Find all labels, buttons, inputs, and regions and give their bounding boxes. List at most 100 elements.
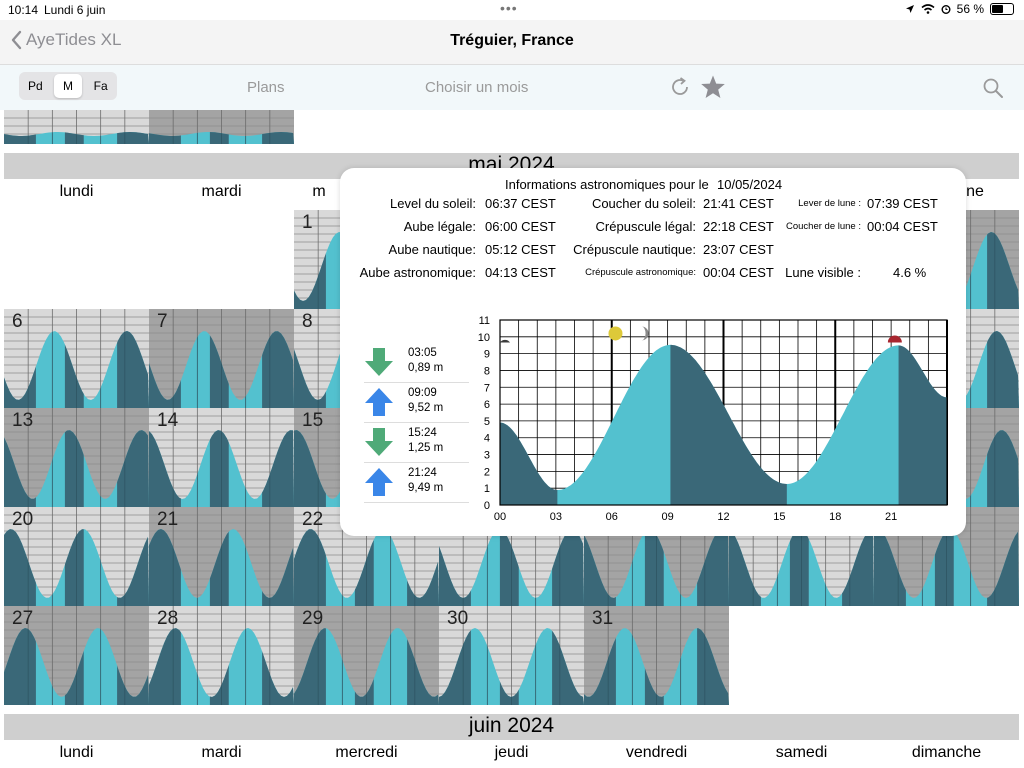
calendar-day-cell[interactable]: 27 [4,606,149,705]
weekday-lundi: lundi [59,183,94,200]
calendar-day-cell[interactable]: 14 [149,408,294,507]
y-tick-label: 4 [484,433,490,445]
calendar-day-cell[interactable] [4,110,149,144]
tide-thumbnail [584,606,729,705]
day-number: 21 [157,509,179,530]
calendar-day-cell[interactable]: 6 [4,309,149,408]
segment-fa[interactable]: Fa [93,79,108,93]
segment-m[interactable]: M [53,74,83,98]
tide-height: 1,25 m [408,442,444,454]
astro-value: 06:37 CEST [485,196,556,211]
day-number: 31 [592,608,614,629]
y-tick-label: 0 [484,500,490,512]
astro-label: Coucher du soleil: [591,196,696,211]
astro-value: 07:39 CEST [867,196,938,211]
x-tick-label: 18 [829,511,841,522]
day-number: 30 [447,608,469,629]
astro-value: 00:04 CEST [703,265,774,280]
y-tick-label: 3 [484,450,490,462]
astro-value: 21:41 CEST [703,196,774,211]
status-time: 10:14 [8,3,39,17]
day-number: 1 [302,212,313,233]
day-number: 14 [157,410,179,431]
moon-crescent-icon [641,326,649,341]
star-icon[interactable] [700,74,726,100]
status-bar: 10:14 Lundi 6 juin ••• 56 % [0,0,1024,20]
weekday-mercredi: mercredi [335,744,398,761]
tide-thumbnail [149,110,294,144]
weekday-dimanche: ne [966,183,984,200]
astro-label: Aube astronomique: [359,265,476,280]
astro-value: 00:04 CEST [867,219,938,234]
tide-thumbnail [4,110,149,144]
y-tick-label: 7 [484,382,490,394]
astro-value: 23:07 CEST [703,242,774,257]
calendar-day-cell[interactable]: 30 [439,606,584,705]
back-label: AyeTides XL [26,30,122,49]
location-icon [905,5,914,13]
calendar-day-cell[interactable]: 28 [149,606,294,705]
choose-month-button[interactable]: Choisir un mois [425,79,529,96]
moon-icon [500,339,510,343]
page-title: Tréguier, France [450,32,574,49]
weekday-mardi: mardi [201,183,242,200]
x-tick-label: 21 [885,511,897,522]
astro-label: Level du soleil: [390,196,476,211]
x-tick-label: 12 [717,511,729,522]
calendar-day-cell[interactable]: 31 [584,606,729,705]
y-tick-label: 5 [484,416,490,428]
tide-time-height: 15:24 1,25 m [408,426,443,456]
astro-label: Crépuscule astronomique: [585,267,696,278]
wifi-icon [921,4,935,14]
astronomy-info-popup: Informations astronomiques pour le 10/05… [340,168,966,536]
refresh-icon[interactable] [668,75,692,99]
calendar-day-cell[interactable]: 13 [4,408,149,507]
plans-button[interactable]: Plans [247,79,285,96]
multitask-dots[interactable]: ••• [500,0,518,16]
falling-tide-band [670,344,787,505]
y-tick-label: 10 [478,332,490,344]
astro-value: 06:00 CEST [485,219,556,234]
weekday-jeudi: jeudi [494,744,529,761]
weekday-vendredi: vendredi [625,744,688,761]
arrow-down-icon [365,348,393,376]
day-number: 28 [157,608,179,629]
back-button[interactable]: AyeTides XL [10,30,121,50]
tide-time: 09:09 [408,387,437,399]
y-tick-label: 1 [484,483,490,495]
calendar-day-cell[interactable]: 7 [149,309,294,408]
tide-thumbnail [4,606,149,705]
x-tick-label: 15 [773,511,785,522]
x-tick-label: 00 [494,511,506,522]
astro-value: 05:12 CEST [485,242,556,257]
popup-header-label: Informations astronomiques pour le [505,177,709,192]
astro-label: Lune visible : [785,265,861,280]
calendar-day-cell[interactable] [149,110,294,144]
weekday-mardi: mardi [201,744,242,761]
astro-label: Coucher de lune : [786,221,861,232]
y-tick-label: 9 [484,349,490,361]
tide-time-height: 03:05 0,89 m [408,346,443,376]
moonset-icon [887,335,902,343]
search-icon[interactable] [982,77,1004,99]
tide-thumbnail [4,507,149,606]
tide-event: 09:09 9,52 m [364,382,469,423]
y-tick-label: 2 [484,466,490,478]
astro-label: Aube légale: [403,219,476,234]
y-tick-label: 11 [479,315,490,327]
tide-thumbnail [294,606,439,705]
calendar-day-cell[interactable]: 20 [4,507,149,606]
calendar-day-cell[interactable]: 21 [149,507,294,606]
navigation-bar: AyeTides XL Tréguier, France [0,20,1024,65]
popup-header-date: 10/05/2024 [717,177,783,192]
segment-pd[interactable]: Pd [27,79,43,93]
calendar-day-cell[interactable]: 29 [294,606,439,705]
arrow-down-icon [365,428,393,456]
tide-thumbnail [439,606,584,705]
day-number: 20 [12,509,34,530]
falling-tide-band [898,344,947,505]
tide-thumbnail [874,507,1019,606]
tide-event: 15:24 1,25 m [364,422,469,463]
chart-frame [499,319,948,506]
calendar-day-cell[interactable] [874,507,1019,606]
